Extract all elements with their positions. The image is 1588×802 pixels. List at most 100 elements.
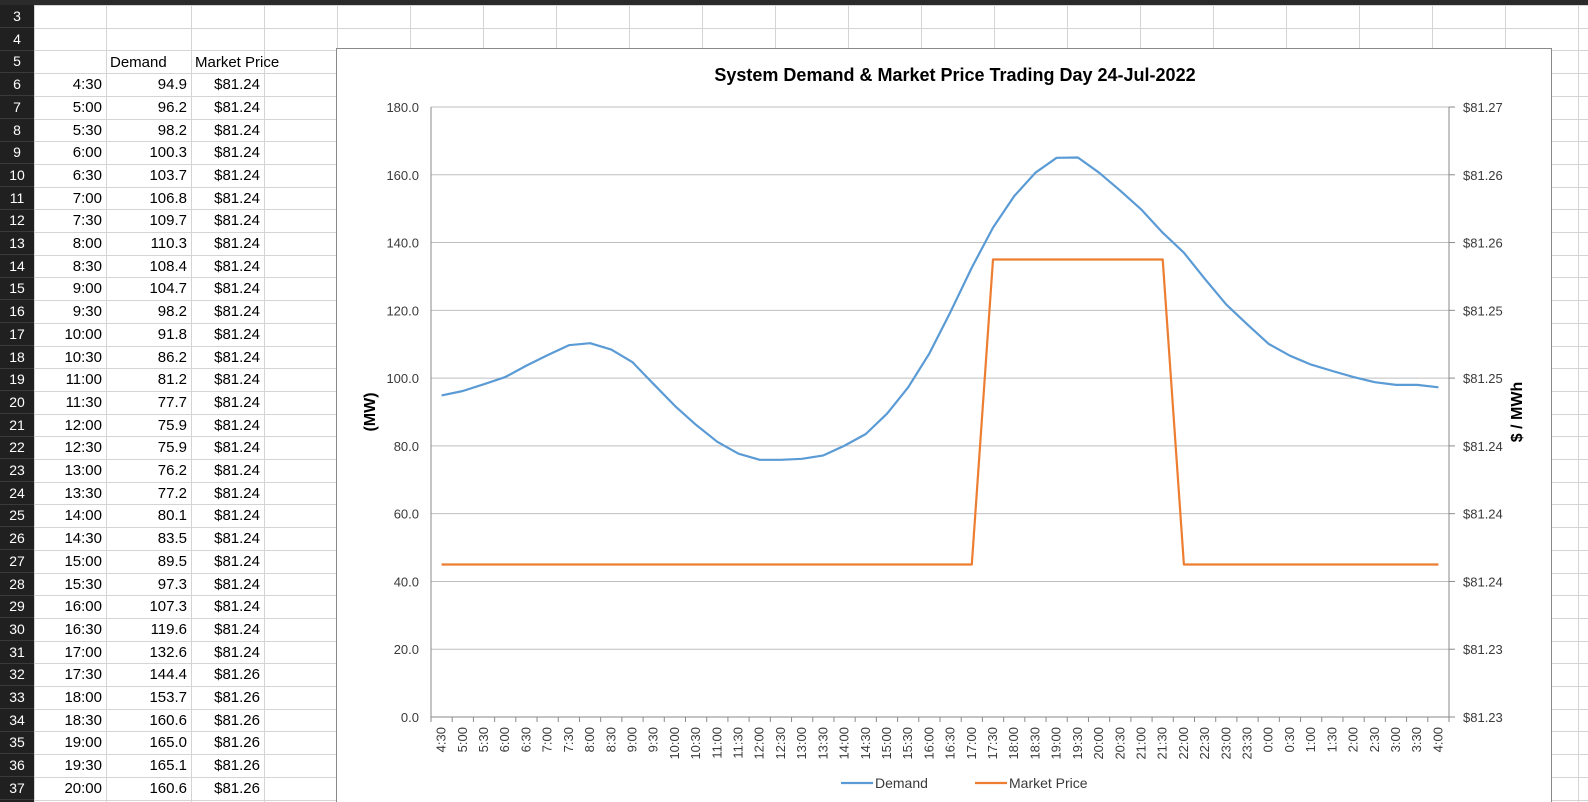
time-cell[interactable]: 10:00: [64, 325, 102, 343]
row-number[interactable]: 30: [0, 618, 34, 641]
time-cell[interactable]: 8:00: [72, 235, 102, 252]
row-number[interactable]: 32: [0, 663, 34, 687]
price-cell[interactable]: $81.26: [214, 779, 260, 797]
row-number[interactable]: 5: [0, 50, 34, 74]
price-cell[interactable]: $81.24: [214, 189, 260, 207]
demand-cell[interactable]: 153.7: [149, 689, 187, 706]
price-cell[interactable]: $81.26: [214, 734, 260, 752]
demand-cell[interactable]: 132.6: [149, 643, 187, 661]
time-cell[interactable]: 19:00: [64, 734, 102, 752]
price-cell[interactable]: $81.24: [214, 121, 260, 139]
demand-cell[interactable]: 160.6: [149, 779, 187, 797]
price-cell[interactable]: $81.24: [214, 144, 260, 162]
demand-cell[interactable]: 91.8: [157, 325, 187, 343]
time-cell[interactable]: 4:30: [72, 76, 102, 94]
row-number[interactable]: 14: [0, 255, 34, 278]
demand-cell[interactable]: 80.1: [157, 507, 187, 525]
price-cell[interactable]: $81.24: [214, 530, 260, 548]
time-cell[interactable]: 16:00: [64, 598, 102, 616]
demand-cell[interactable]: 119.6: [150, 620, 187, 638]
demand-cell[interactable]: 106.8: [149, 189, 187, 207]
time-cell[interactable]: 5:00: [72, 98, 102, 116]
time-cell[interactable]: 6:30: [72, 166, 102, 184]
time-cell[interactable]: 11:00: [65, 371, 102, 389]
row-number[interactable]: 17: [0, 323, 34, 346]
time-cell[interactable]: 19:30: [64, 757, 102, 775]
demand-cell[interactable]: 165.0: [149, 734, 187, 752]
price-cell[interactable]: $81.26: [214, 689, 260, 706]
demand-cell[interactable]: 76.2: [157, 462, 187, 479]
row-number[interactable]: 29: [0, 595, 34, 619]
time-cell[interactable]: 18:00: [64, 689, 102, 706]
time-cell[interactable]: 10:30: [64, 348, 102, 366]
demand-cell[interactable]: 98.2: [157, 303, 187, 321]
row-number[interactable]: 24: [0, 482, 34, 505]
demand-cell[interactable]: 75.9: [157, 416, 187, 434]
row-number[interactable]: 34: [0, 709, 34, 732]
time-cell[interactable]: 7:00: [72, 189, 102, 207]
row-number[interactable]: 13: [0, 232, 34, 255]
time-cell[interactable]: 12:30: [64, 439, 102, 457]
demand-cell[interactable]: 107.3: [149, 598, 187, 616]
row-number[interactable]: 19: [0, 368, 34, 392]
row-number[interactable]: 10: [0, 164, 34, 187]
row-number[interactable]: 25: [0, 504, 34, 528]
market-price-series-line[interactable]: [441, 258, 1439, 566]
row-number[interactable]: 3: [0, 5, 34, 28]
time-cell[interactable]: 11:30: [65, 393, 102, 411]
row-number[interactable]: 18: [0, 346, 34, 369]
row-number[interactable]: 22: [0, 436, 34, 460]
row-number[interactable]: 33: [0, 686, 34, 709]
row-number[interactable]: 16: [0, 300, 34, 324]
time-cell[interactable]: 9:00: [72, 280, 102, 298]
market-price-header[interactable]: Market Price: [195, 54, 280, 71]
price-cell[interactable]: $81.24: [214, 325, 260, 343]
price-cell[interactable]: $81.24: [214, 235, 260, 252]
row-number[interactable]: 23: [0, 459, 34, 482]
time-cell[interactable]: 17:00: [64, 643, 102, 661]
demand-cell[interactable]: 165.1: [149, 757, 187, 775]
time-cell[interactable]: 5:30: [72, 121, 102, 139]
row-number[interactable]: 8: [0, 119, 34, 142]
time-cell[interactable]: 14:30: [64, 530, 102, 548]
price-cell[interactable]: $81.24: [214, 643, 260, 661]
time-cell[interactable]: 15:00: [64, 552, 102, 570]
row-number[interactable]: 7: [0, 96, 34, 119]
chart[interactable]: System Demand & Market Price Trading Day…: [336, 48, 1552, 802]
row-number[interactable]: 15: [0, 277, 34, 301]
price-cell[interactable]: $81.24: [214, 620, 260, 638]
price-cell[interactable]: $81.24: [214, 507, 260, 525]
row-number[interactable]: 28: [0, 573, 34, 596]
price-cell[interactable]: $81.24: [214, 552, 260, 570]
demand-cell[interactable]: 144.4: [149, 666, 187, 684]
demand-cell[interactable]: 89.5: [157, 552, 187, 570]
demand-cell[interactable]: 83.5: [157, 530, 187, 548]
demand-cell[interactable]: 86.2: [157, 348, 187, 366]
row-number[interactable]: 35: [0, 731, 34, 755]
price-cell[interactable]: $81.24: [214, 348, 260, 366]
price-cell[interactable]: $81.26: [214, 711, 260, 729]
time-cell[interactable]: 13:00: [64, 462, 102, 479]
row-number[interactable]: 37: [0, 777, 34, 800]
price-cell[interactable]: $81.24: [214, 393, 260, 411]
time-cell[interactable]: 13:30: [64, 484, 102, 502]
demand-cell[interactable]: 109.7: [149, 212, 187, 230]
price-cell[interactable]: $81.24: [214, 280, 260, 298]
row-number[interactable]: 27: [0, 550, 34, 573]
price-cell[interactable]: $81.24: [214, 371, 260, 389]
time-cell[interactable]: 7:30: [72, 212, 102, 230]
time-cell[interactable]: 8:30: [72, 257, 102, 275]
row-number[interactable]: 9: [0, 141, 34, 165]
demand-cell[interactable]: 77.2: [157, 484, 187, 502]
demand-cell[interactable]: 77.7: [157, 393, 187, 411]
demand-cell[interactable]: 103.7: [149, 166, 187, 184]
price-cell[interactable]: $81.24: [214, 484, 260, 502]
price-cell[interactable]: $81.24: [214, 212, 260, 230]
demand-header[interactable]: Demand: [110, 54, 167, 71]
price-cell[interactable]: $81.24: [214, 416, 260, 434]
row-number[interactable]: 20: [0, 391, 34, 414]
price-cell[interactable]: $81.26: [214, 757, 260, 775]
time-cell[interactable]: 15:30: [64, 575, 102, 593]
demand-cell[interactable]: 98.2: [157, 121, 187, 139]
row-number[interactable]: 6: [0, 73, 34, 97]
